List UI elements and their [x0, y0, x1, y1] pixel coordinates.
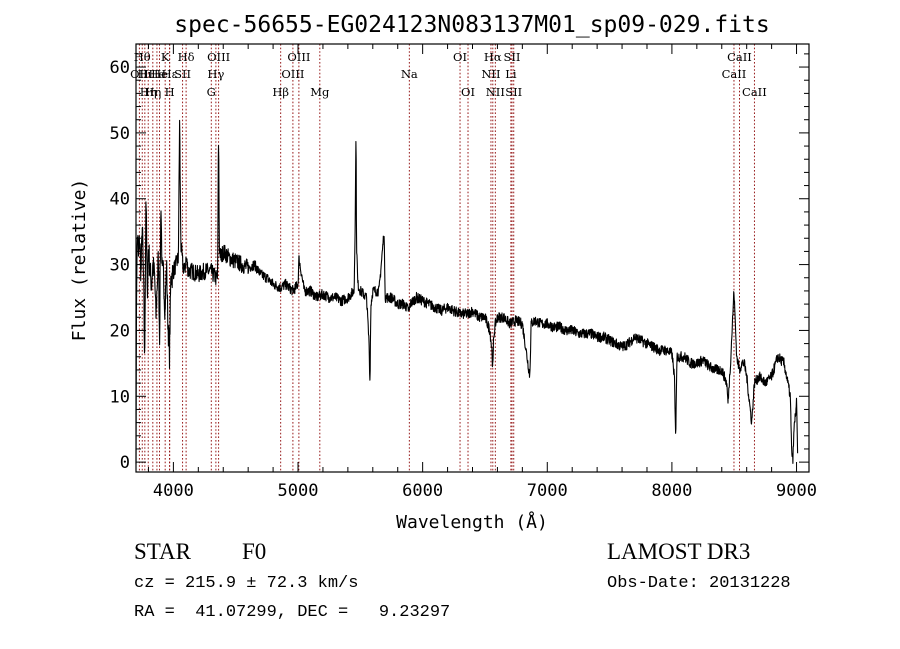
emission-line-markers: [138, 44, 755, 472]
line-label-3: Hη: [140, 85, 157, 99]
spectrum-chart: spec-56655-EG024123N083137M01_sp09-029.f…: [69, 12, 817, 533]
y-tick-label-5: 50: [110, 124, 130, 144]
line-label-20: OI: [453, 50, 467, 64]
line-label-24: NII: [486, 85, 505, 99]
obs-date-text: Obs-Date: 20131228: [607, 574, 791, 593]
object-class: STAR: [134, 539, 191, 564]
line-label-9: Hε: [162, 67, 178, 81]
line-label-26: SII: [504, 50, 521, 64]
x-tick-label-5: 9000: [776, 481, 817, 501]
line-label-7: K: [161, 50, 170, 64]
y-axis-ticks: 0 10 20 30 40 50 60: [110, 53, 809, 473]
line-label-4: Hη: [144, 85, 161, 99]
coordinates-text: RA = 41.07299, DEC = 9.23297: [134, 603, 451, 622]
line-label-18: Mg: [310, 85, 330, 99]
line-label-8: H: [165, 85, 175, 99]
line-label-21: OI: [461, 85, 475, 99]
y-tick-label-3: 30: [110, 256, 130, 276]
x-tick-label-1: 5000: [278, 481, 319, 501]
line-label-16: OIII: [281, 67, 304, 81]
y-tick-label-4: 40: [110, 190, 130, 210]
line-label-23: Hα: [484, 50, 502, 64]
line-label-19: Na: [401, 67, 418, 81]
line-label-12: G: [207, 85, 216, 99]
line-label-6: He: [151, 67, 168, 81]
survey-name: LAMOST DR3: [607, 539, 751, 564]
y-tick-label-2: 20: [110, 321, 130, 341]
x-axis-label: Wavelength (Å): [396, 511, 548, 533]
line-label-22: NII: [481, 67, 500, 81]
y-tick-label-1: 10: [110, 387, 130, 407]
y-axis-label: Flux (relative): [69, 179, 90, 342]
line-label-0: OII: [130, 67, 149, 81]
redshift-text: cz = 215.9 ± 72.3 km/s: [134, 574, 359, 593]
line-label-11: Hδ: [178, 50, 195, 64]
line-label-10: SII: [174, 67, 191, 81]
emission-line-labels: OIIHθHιHηHηHeHeKHHεSIIHδGHγOIIIHβOIIIOII…: [130, 50, 767, 99]
x-tick-label-0: 4000: [153, 481, 194, 501]
line-label-30: CaII: [742, 85, 767, 99]
y-tick-label-0: 0: [120, 453, 130, 473]
line-label-28: CaII: [722, 67, 747, 81]
line-label-25: Li: [505, 67, 517, 81]
x-tick-label-3: 7000: [527, 481, 568, 501]
line-label-13: Hγ: [207, 67, 224, 81]
object-subclass: F0: [242, 539, 267, 564]
line-label-17: OIII: [287, 50, 310, 64]
x-axis-ticks: 4000 5000 6000 7000 8000 9000: [147, 44, 817, 501]
x-tick-label-4: 8000: [651, 481, 692, 501]
line-label-2: Hι: [138, 67, 153, 81]
line-label-15: Hβ: [272, 85, 289, 99]
y-tick-label-6: 60: [110, 58, 130, 78]
line-label-29: CaII: [727, 50, 752, 64]
line-label-14: OIII: [207, 50, 230, 64]
x-tick-label-2: 6000: [402, 481, 443, 501]
chart-title: spec-56655-EG024123N083137M01_sp09-029.f…: [174, 12, 769, 38]
line-label-5: He: [149, 67, 166, 81]
spectrum-series-line: [135, 119, 799, 464]
line-label-27: SII: [505, 85, 522, 99]
